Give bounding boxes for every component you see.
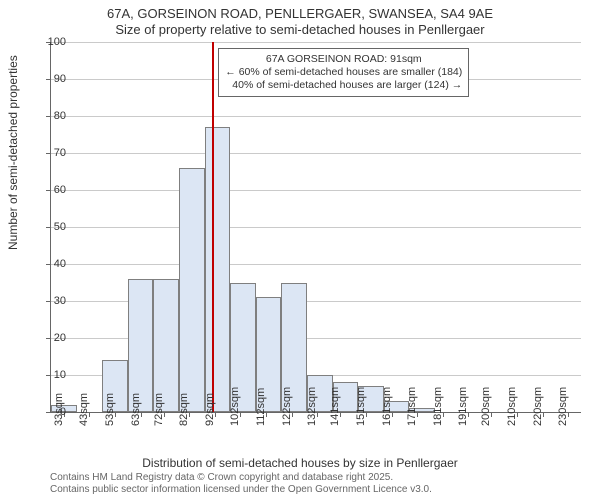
attribution-text: Contains HM Land Registry data © Crown c… <box>50 472 432 496</box>
gridline <box>51 190 581 191</box>
attribution-line2: Contains public sector information licen… <box>50 484 432 496</box>
chart-title-line1: 67A, GORSEINON ROAD, PENLLERGAER, SWANSE… <box>0 6 600 21</box>
gridline <box>51 116 581 117</box>
attribution-line1: Contains HM Land Registry data © Crown c… <box>50 472 432 484</box>
ytick-label: 10 <box>36 369 66 381</box>
ytick-label: 60 <box>36 184 66 196</box>
annotation-line: 40% of semi-detached houses are larger (… <box>225 79 462 92</box>
ytick-label: 20 <box>36 332 66 344</box>
annotation-line: 67A GORSEINON ROAD: 91sqm <box>225 53 462 66</box>
x-axis-label: Distribution of semi-detached houses by … <box>0 456 600 470</box>
gridline <box>51 42 581 43</box>
annotation-box: 67A GORSEINON ROAD: 91sqm← 60% of semi-d… <box>218 48 469 97</box>
gridline <box>51 153 581 154</box>
histogram-bar <box>205 127 231 412</box>
ytick-label: 50 <box>36 221 66 233</box>
gridline <box>51 227 581 228</box>
ytick-label: 30 <box>36 295 66 307</box>
reference-line <box>212 42 214 412</box>
plot-area: 67A GORSEINON ROAD: 91sqm← 60% of semi-d… <box>50 42 581 413</box>
ytick-label: 80 <box>36 110 66 122</box>
ytick-label: 100 <box>36 36 66 48</box>
y-axis-label: Number of semi-detached properties <box>6 55 20 250</box>
chart-title-line2: Size of property relative to semi-detach… <box>0 22 600 37</box>
histogram-bar <box>179 168 205 412</box>
histogram-chart: 67A, GORSEINON ROAD, PENLLERGAER, SWANSE… <box>0 0 600 500</box>
ytick-label: 70 <box>36 147 66 159</box>
ytick-label: 40 <box>36 258 66 270</box>
ytick-label: 90 <box>36 73 66 85</box>
gridline <box>51 264 581 265</box>
annotation-line: ← 60% of semi-detached houses are smalle… <box>225 66 462 79</box>
